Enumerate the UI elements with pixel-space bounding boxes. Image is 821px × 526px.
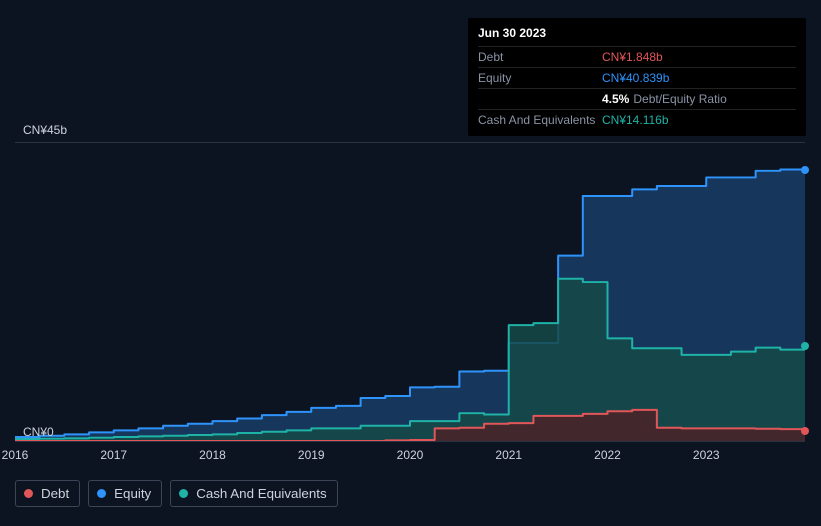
x-tick-label: 2018 bbox=[199, 448, 226, 462]
tooltip-value: CN¥40.839b bbox=[602, 71, 796, 85]
legend-item-equity[interactable]: Equity bbox=[88, 480, 162, 507]
legend: Debt Equity Cash And Equivalents bbox=[15, 480, 338, 507]
x-tick-label: 2022 bbox=[594, 448, 621, 462]
tooltip-value: 4.5% Debt/Equity Ratio bbox=[602, 92, 796, 106]
tooltip-value: CN¥1.848b bbox=[602, 50, 796, 64]
ratio-value: 4.5% bbox=[602, 92, 629, 106]
tooltip-label: Debt bbox=[478, 50, 602, 64]
tooltip-row-equity: Equity CN¥40.839b bbox=[478, 67, 796, 88]
tooltip-date: Jun 30 2023 bbox=[478, 26, 796, 46]
y-axis-top-label: CN¥45b bbox=[23, 123, 67, 137]
x-tick-label: 2021 bbox=[495, 448, 522, 462]
legend-dot-icon bbox=[179, 489, 188, 498]
legend-dot-icon bbox=[24, 489, 33, 498]
legend-item-debt[interactable]: Debt bbox=[15, 480, 80, 507]
legend-label: Debt bbox=[41, 486, 69, 501]
x-axis: 20162017201820192020202120222023 bbox=[15, 448, 805, 468]
legend-label: Cash And Equivalents bbox=[196, 486, 326, 501]
x-tick-label: 2023 bbox=[693, 448, 720, 462]
chart-plot[interactable] bbox=[15, 142, 805, 442]
series-end-marker bbox=[801, 342, 809, 350]
chart-svg bbox=[15, 143, 805, 441]
y-axis-bottom-label: CN¥0 bbox=[23, 425, 54, 439]
x-tick-label: 2017 bbox=[100, 448, 127, 462]
legend-dot-icon bbox=[97, 489, 106, 498]
x-tick-label: 2019 bbox=[298, 448, 325, 462]
tooltip-row-ratio: 4.5% Debt/Equity Ratio bbox=[478, 88, 796, 109]
ratio-suffix: Debt/Equity Ratio bbox=[633, 92, 726, 106]
chart: CN¥45b CN¥0 bbox=[15, 124, 805, 444]
tooltip-label bbox=[478, 92, 602, 106]
tooltip-row-debt: Debt CN¥1.848b bbox=[478, 46, 796, 67]
tooltip-label: Equity bbox=[478, 71, 602, 85]
legend-label: Equity bbox=[114, 486, 151, 501]
series-end-marker bbox=[801, 427, 809, 435]
chart-tooltip: Jun 30 2023 Debt CN¥1.848b Equity CN¥40.… bbox=[468, 18, 806, 136]
x-tick-label: 2020 bbox=[397, 448, 424, 462]
series-end-marker bbox=[801, 166, 809, 174]
legend-item-cash[interactable]: Cash And Equivalents bbox=[170, 480, 337, 507]
x-tick-label: 2016 bbox=[2, 448, 29, 462]
